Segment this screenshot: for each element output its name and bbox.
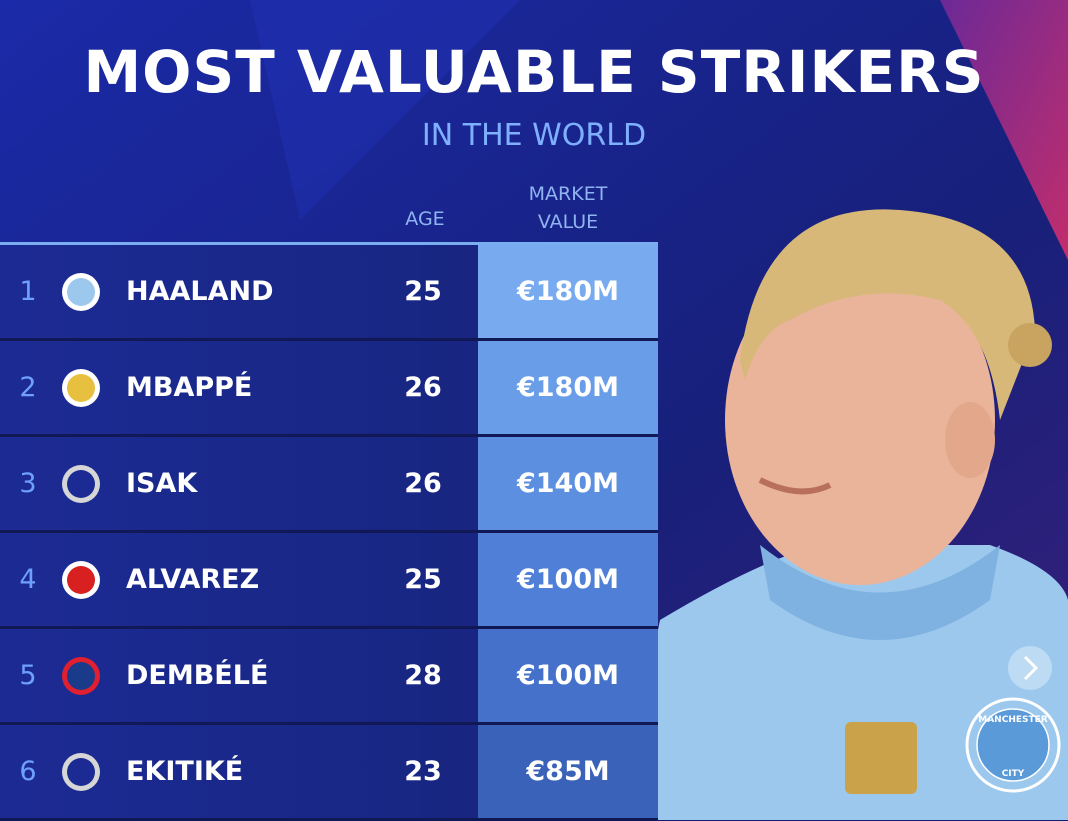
- club-logo: [62, 561, 100, 599]
- subtitle: IN THE WORLD: [421, 118, 647, 153]
- name-cell: ALVAREZ: [126, 564, 260, 595]
- title: MOST VALUABLE STRIKERS: [83, 38, 985, 106]
- value-cell: €180M: [478, 341, 658, 434]
- table-row: 5 DEMBÉLÉ 28 €100M: [0, 629, 658, 725]
- name-cell: DEMBÉLÉ: [126, 660, 269, 691]
- name-cell: ISAK: [126, 468, 198, 499]
- table-row: 1 HAALAND 25 €180M: [0, 245, 658, 341]
- age-cell: 26: [404, 468, 442, 499]
- name-cell: MBAPPÉ: [126, 372, 253, 403]
- rank-cell: 2: [19, 372, 37, 403]
- age-cell: 25: [404, 564, 442, 595]
- table-row: 2 MBAPPÉ 26 €180M: [0, 341, 658, 437]
- club-logo: [62, 273, 100, 311]
- value-cell: €180M: [478, 245, 658, 338]
- value-cell: €100M: [478, 629, 658, 722]
- name-cell: HAALAND: [126, 276, 274, 307]
- column-header: MARKET VALUE: [528, 183, 608, 233]
- age-cell: 28: [404, 660, 442, 691]
- age-cell: 23: [404, 756, 442, 787]
- club-logo: [62, 465, 100, 503]
- age-cell: 25: [404, 276, 442, 307]
- value-cell: €100M: [478, 533, 658, 626]
- value-cell: €140M: [478, 437, 658, 530]
- table: 1 HAALAND 25 €180M 2 MBAPPÉ 26 €180M 3 ISAK 26 €140…: [0, 242, 658, 821]
- table-row: 4 ALVAREZ 25 €100M: [0, 533, 658, 629]
- table-row: 6 EKITIKÉ 23 €85M: [0, 725, 658, 821]
- club-logo: [62, 753, 100, 791]
- column-header: AGE: [405, 208, 445, 230]
- rank-cell: 6: [19, 756, 37, 787]
- club-logo: [62, 369, 100, 407]
- value-cell: €85M: [478, 725, 658, 818]
- rank-cell: 1: [19, 276, 37, 307]
- club-logo: [62, 657, 100, 695]
- badge-text: MANCHESTER: [978, 715, 1048, 725]
- table-row: 3 ISAK 26 €140M: [0, 437, 658, 533]
- player-photo: MANCHESTER CITY: [620, 209, 1068, 820]
- name-cell: EKITIKÉ: [126, 756, 244, 787]
- rank-cell: 4: [19, 564, 37, 595]
- age-cell: 26: [404, 372, 442, 403]
- rank-cell: 3: [19, 468, 37, 499]
- badge-text: CITY: [1002, 769, 1025, 779]
- rank-cell: 5: [19, 660, 37, 691]
